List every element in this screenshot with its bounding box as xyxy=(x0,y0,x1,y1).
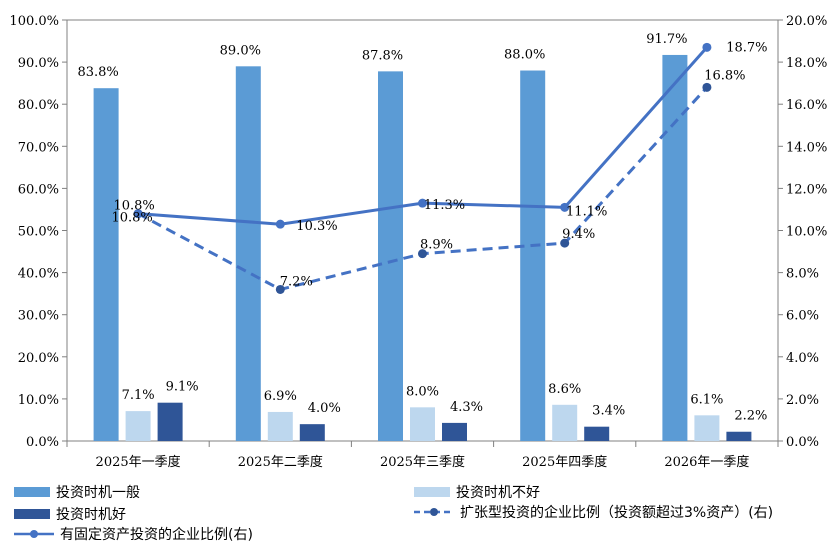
legend-item-bar-bad: 投资时机不好 xyxy=(414,482,540,502)
bar-bad xyxy=(125,411,151,441)
left-axis-tick-label: 50.0% xyxy=(18,225,59,240)
line-data-label: 8.9% xyxy=(420,238,453,253)
x-axis-category-label: 2025年三季度 xyxy=(380,454,465,470)
legend-label-fixed: 有固定资产投资的企业比例(右) xyxy=(60,527,253,543)
line-data-label: 7.2% xyxy=(280,274,313,289)
bar-data-label: 6.9% xyxy=(264,389,297,404)
lines-group xyxy=(133,42,712,294)
line-fixed-asset-point xyxy=(418,198,427,208)
line-fixed-asset-point xyxy=(275,219,285,229)
left-axis-tick-label: 60.0% xyxy=(18,182,59,197)
left-axis-tick-label: 0.0% xyxy=(26,435,59,450)
line-fixed-asset-point xyxy=(560,202,570,212)
right-axis-tick-label: 6.0% xyxy=(786,309,819,324)
bar-good xyxy=(584,426,610,441)
bar-general xyxy=(378,71,403,441)
line-data-label: 18.7% xyxy=(726,40,767,55)
bar-data-label: 87.8% xyxy=(362,48,403,63)
line-data-label: 10.3% xyxy=(296,219,337,234)
left-axis-tick-label: 40.0% xyxy=(18,267,59,282)
line-data-label: 10.8% xyxy=(111,211,152,226)
line-expansion-point xyxy=(702,82,712,92)
legend-label-expansion: 扩张型投资的企业比例（投资额超过3%资产）(右) xyxy=(460,505,774,521)
right-axis-tick-label: 0.0% xyxy=(786,435,819,450)
line-data-label: 9.4% xyxy=(562,227,595,242)
line-expansion-point xyxy=(560,238,570,248)
bar-data-label: 8.6% xyxy=(548,382,581,397)
bar-data-label: 6.1% xyxy=(690,392,723,407)
bar-bad xyxy=(267,411,293,441)
axes-group: 0.0% 10.0% 20.0% 30.0% 40.0% 50.0% 60.0% 70.0% 8… xyxy=(9,14,827,470)
right-axis-tick-label: 18.0% xyxy=(786,56,827,71)
combo-chart: 0.0% 10.0% 20.0% 30.0% 40.0% 50.0% 60.0% 70.0% 8… xyxy=(9,14,827,470)
bar-data-label: 4.0% xyxy=(308,401,341,416)
right-axis-tick-label: 14.0% xyxy=(786,140,827,155)
right-axis-tick-label: 4.0% xyxy=(786,351,819,366)
bar-general xyxy=(93,88,119,442)
bar-general xyxy=(235,66,261,441)
legend-item-bar-general: 投资时机一般 xyxy=(14,482,140,502)
right-axis-tick-label: 10.0% xyxy=(786,225,827,240)
bar-good xyxy=(442,422,467,441)
line-fixed-asset-point xyxy=(133,209,143,219)
left-axis-tick-label: 30.0% xyxy=(18,309,59,324)
left-axis-tick-label: 10.0% xyxy=(18,393,59,408)
bar-data-label: 4.3% xyxy=(450,400,483,415)
left-axis-tick-label: 20.0% xyxy=(18,351,59,366)
bar-data-label: 3.4% xyxy=(592,404,625,419)
legend-swatch-good xyxy=(14,509,50,519)
chart-legend: 投资时机一般 投资时机不好 投资时机好 扩张型投资的企业比例（投资额超过3%资产… xyxy=(0,478,827,548)
right-axis-tick-label: 20.0% xyxy=(786,14,827,29)
legend-solid-line-icon xyxy=(14,530,54,538)
legend-label-bad: 投资时机不好 xyxy=(456,485,540,501)
bar-data-label: 9.1% xyxy=(166,380,199,395)
legend-item-bar-good: 投资时机好 xyxy=(14,504,126,524)
right-axis-tick-label: 8.0% xyxy=(786,267,819,282)
legend-label-general: 投资时机一般 xyxy=(56,485,140,501)
line-data-label: 10.8% xyxy=(113,199,154,214)
bar-general xyxy=(520,70,546,442)
legend-item-line-expansion: 扩张型投资的企业比例（投资额超过3%资产）(右) xyxy=(414,502,773,522)
bars-group xyxy=(93,54,752,442)
bar-data-label: 7.1% xyxy=(122,388,155,403)
x-axis-category-label: 2026年一季度 xyxy=(664,454,749,470)
bar-data-label: 8.0% xyxy=(406,384,439,399)
line-expansion xyxy=(137,86,709,292)
left-axis-tick-label: 80.0% xyxy=(18,98,59,113)
bar-data-label: 88.0% xyxy=(504,48,545,63)
line-expansion-point xyxy=(275,284,285,294)
legend-dashed-line-icon xyxy=(414,508,454,516)
right-axis-tick-label: 12.0% xyxy=(786,182,827,197)
x-axis-category-label: 2025年二季度 xyxy=(238,454,323,470)
legend-label-good: 投资时机好 xyxy=(56,507,126,523)
right-axis-tick-label: 16.0% xyxy=(786,98,827,113)
line-data-label: 16.8% xyxy=(704,68,745,83)
bar-bad xyxy=(694,415,720,441)
line-fixed-asset-point xyxy=(702,42,712,52)
legend-swatch-general xyxy=(14,487,50,497)
right-axis-tick-label: 2.0% xyxy=(786,393,819,408)
line-expansion-point xyxy=(418,249,427,259)
left-axis-tick-label: 100.0% xyxy=(9,14,59,29)
bar-data-label: 2.2% xyxy=(734,409,767,424)
bar-good xyxy=(157,402,183,441)
legend-item-line-fixed: 有固定资产投资的企业比例(右) xyxy=(14,524,253,544)
line-fixed-asset xyxy=(137,46,709,226)
left-axis-tick-label: 90.0% xyxy=(18,56,59,71)
bar-general xyxy=(662,54,688,442)
legend-swatch-bad xyxy=(414,487,450,497)
x-axis-category-label: 2025年一季度 xyxy=(96,454,181,470)
bar-bad xyxy=(410,407,435,441)
bar-data-label: 91.7% xyxy=(646,32,687,47)
bar-good xyxy=(726,431,752,441)
bar-good xyxy=(299,424,325,441)
line-data-label: 11.3% xyxy=(424,198,465,213)
bar-data-label: 83.8% xyxy=(77,65,118,80)
bar-bad xyxy=(552,404,578,441)
bar-data-label: 89.0% xyxy=(220,43,261,58)
line-data-label: 11.1% xyxy=(566,204,607,219)
left-axis-tick-label: 70.0% xyxy=(18,140,59,155)
x-axis-category-label: 2025年四季度 xyxy=(522,454,607,470)
data-labels-group: 83.8% 89.0% 87.8% 88.0% 91.7% 7.1% 6.9% 8.0% 8.6… xyxy=(77,32,767,424)
